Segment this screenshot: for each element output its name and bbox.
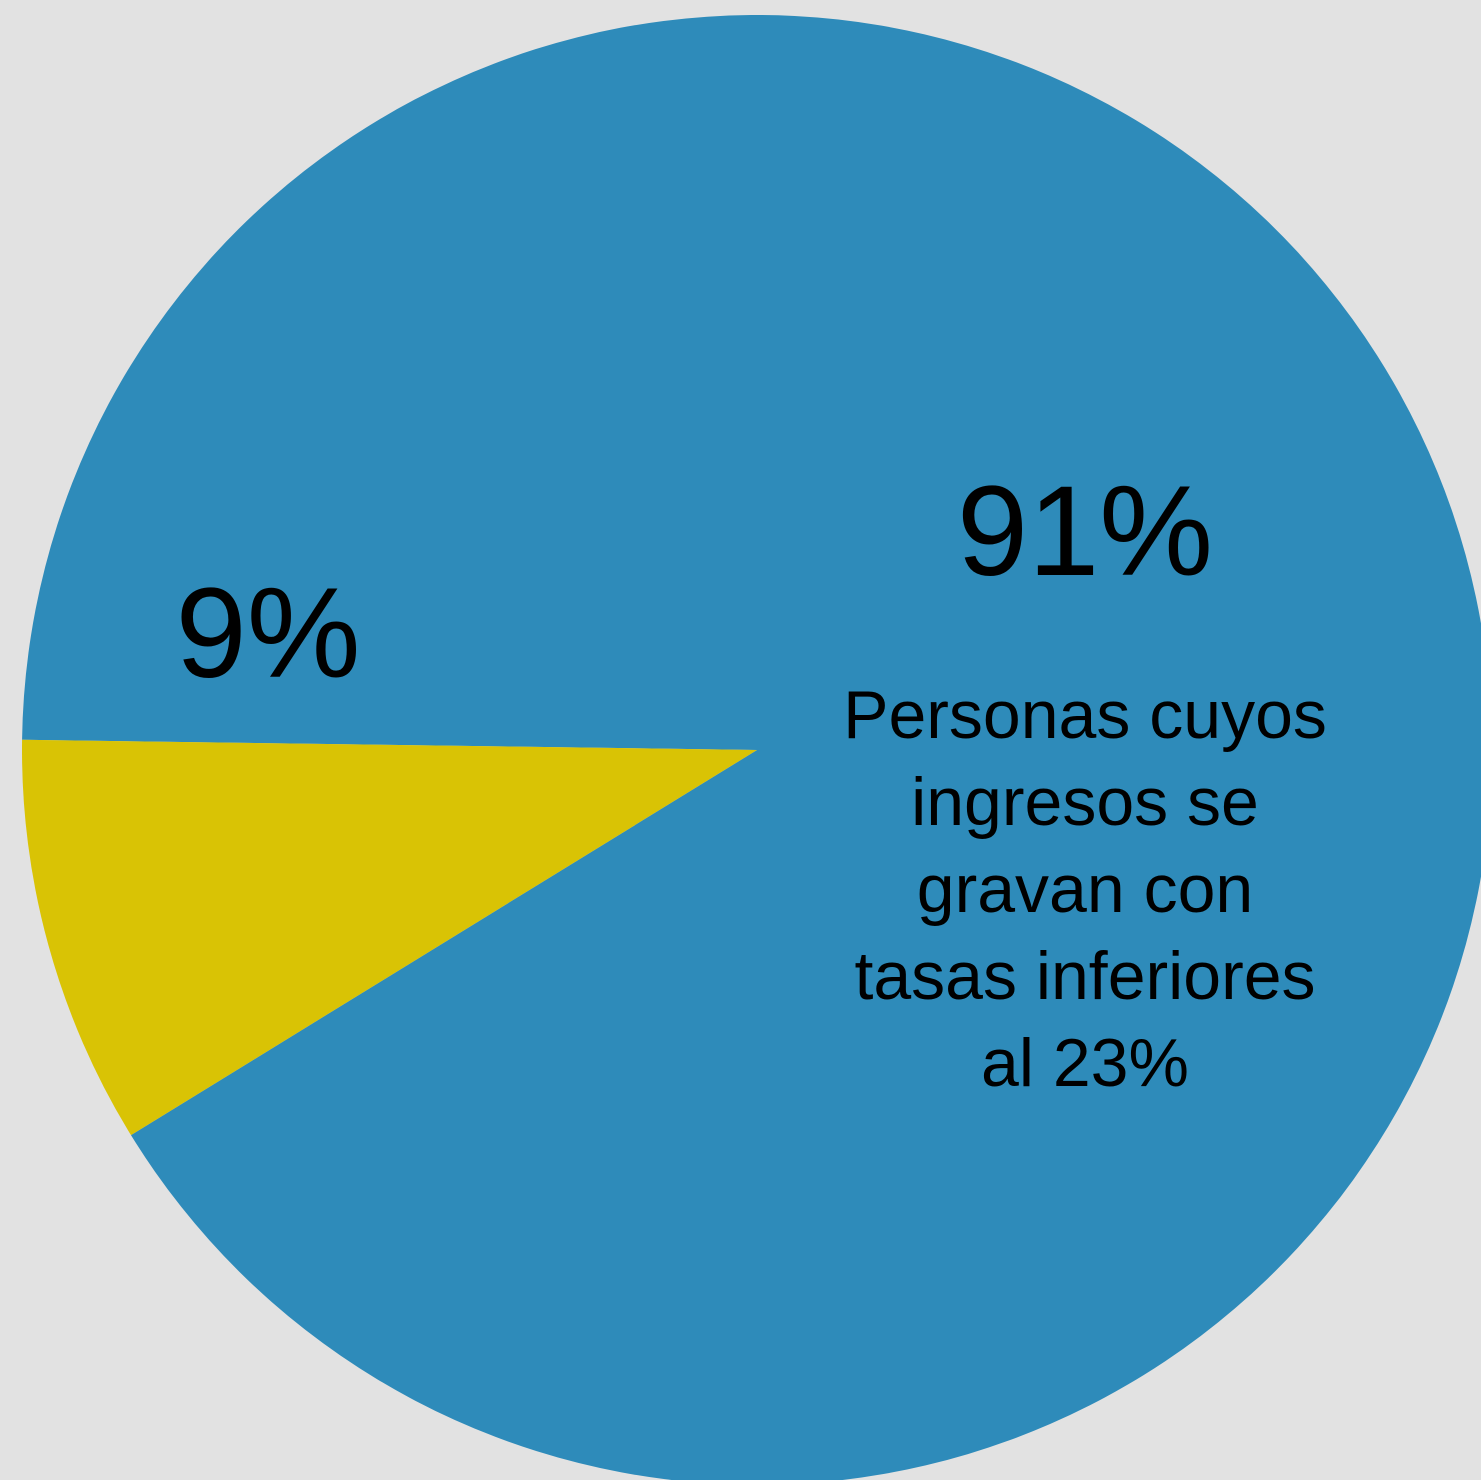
pie-labels: 91% Personas cuyos ingresos se gravan con ta… (176, 460, 1327, 1101)
pie-slice-91 (22, 15, 1481, 1480)
slice-description-line: Personas cuyos (843, 677, 1327, 753)
pie-slices (22, 15, 1481, 1480)
slice-description-line: gravan con (917, 851, 1253, 927)
slice-description-line: al 23% (981, 1025, 1189, 1101)
slice-description-line: ingresos se (911, 764, 1259, 840)
pie-slice-9 (22, 739, 758, 1136)
slice-description-line: tasas inferiores (854, 938, 1315, 1014)
slice-percent-label: 91% (957, 460, 1213, 603)
slice-percent-label: 9% (176, 562, 361, 705)
